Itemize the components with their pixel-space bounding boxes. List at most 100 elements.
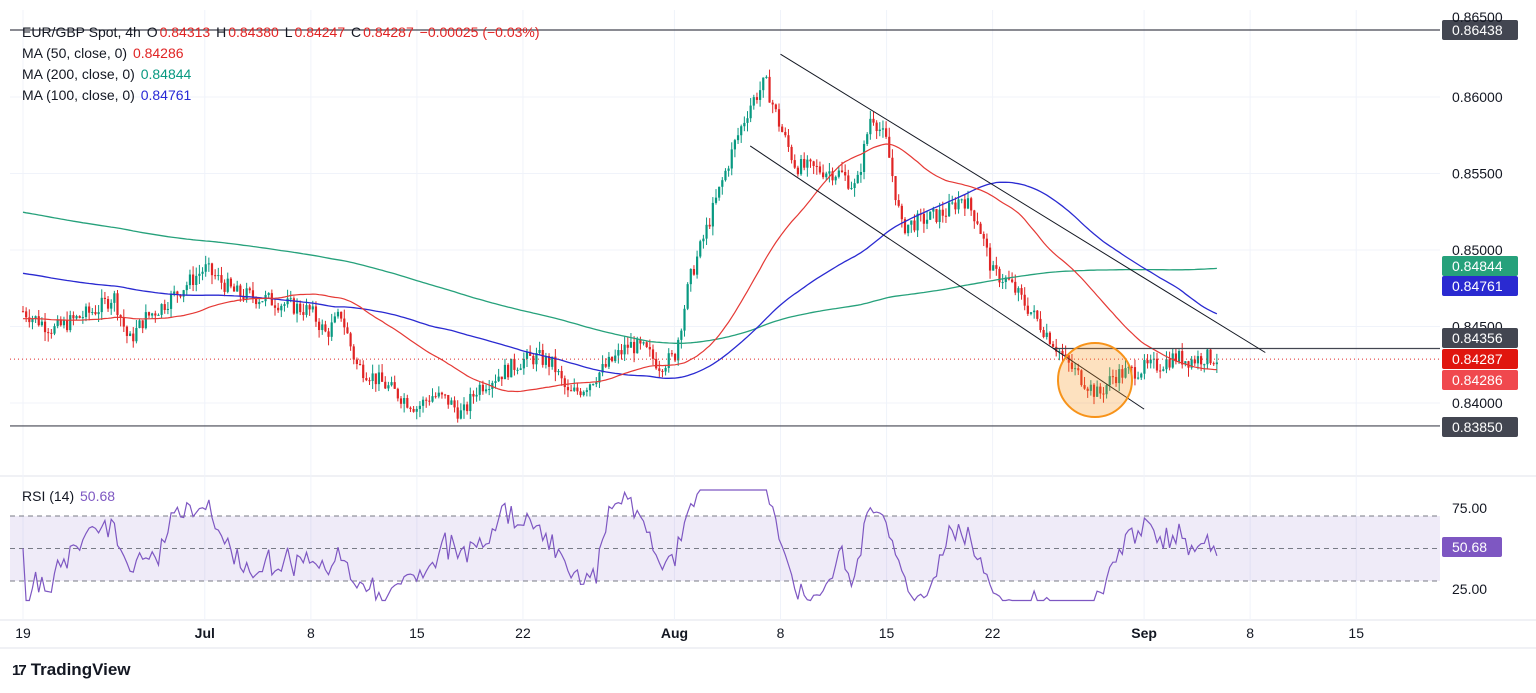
candle-body (1149, 359, 1152, 364)
price-label-box (1442, 276, 1518, 296)
candle-body (355, 359, 358, 365)
ohlc-close-label: C (351, 24, 362, 40)
candle-body (226, 278, 229, 292)
candle-body (1209, 349, 1212, 364)
candle-body (475, 394, 478, 397)
price-label-text: 0.84356 (1452, 330, 1503, 346)
candle-body (689, 269, 692, 285)
candle-body (881, 128, 885, 130)
candle-body (1004, 277, 1007, 283)
candle-body (324, 324, 327, 332)
time-tick-label: 22 (515, 625, 531, 641)
candle-body (396, 388, 399, 399)
time-tick-label: 8 (307, 625, 315, 641)
candle-body (346, 327, 349, 334)
candle-body (78, 316, 81, 318)
candle-body (563, 378, 566, 388)
candle-body (661, 370, 664, 372)
candle-body (749, 105, 752, 119)
candle-body (1017, 288, 1020, 293)
candle-body (541, 349, 544, 365)
candle-body (494, 381, 497, 383)
price-tick-label: 0.85000 (1452, 242, 1503, 258)
tradingview-logo[interactable]: 17 TradingView (12, 660, 131, 680)
candle-body (510, 358, 513, 378)
candle-body (1187, 361, 1190, 368)
candle-body (113, 293, 116, 303)
price-label-box (1442, 328, 1518, 348)
candle-body (573, 387, 576, 391)
tradingview-logo-icon: 17 (12, 661, 27, 679)
candle-body (699, 241, 702, 257)
candle-body (456, 407, 459, 419)
candle-body (1162, 369, 1165, 371)
candle-body (81, 317, 84, 319)
candle-body (415, 408, 418, 412)
candle-body (916, 213, 919, 231)
candle-body (362, 364, 365, 379)
candle-body (56, 319, 59, 327)
ma50-value: 0.84286 (132, 45, 184, 61)
candle-body (302, 312, 305, 315)
candle-body (1184, 361, 1187, 365)
legend-ma50-row: MA (50, close, 0) 0.84286 (22, 43, 186, 63)
candle-body (636, 339, 639, 354)
candle-body (31, 318, 34, 323)
candle-body (982, 233, 985, 239)
candle-body (960, 199, 963, 201)
candle-body (198, 273, 201, 276)
candle-body (954, 202, 957, 210)
candle-body (459, 410, 462, 419)
candle-body (384, 381, 387, 389)
candle-body (179, 294, 182, 297)
candle-body (43, 321, 47, 333)
candle-body (66, 319, 69, 331)
candle-body (62, 319, 66, 326)
candle-body (897, 200, 900, 206)
candle-body (1023, 294, 1026, 306)
candle-body (286, 298, 289, 305)
candle-body (576, 387, 579, 392)
candle-body (746, 118, 749, 123)
candle-body (560, 370, 563, 379)
price-label-box (1442, 417, 1518, 437)
candle-body (1127, 366, 1130, 369)
candle-body (242, 295, 245, 300)
candle-body (428, 400, 431, 402)
ma50-label: MA (50, close, 0) (22, 45, 128, 61)
candle-body (727, 168, 730, 171)
candle-body (925, 219, 929, 224)
candle-body (1114, 376, 1118, 384)
ohlc-open-label: O (146, 24, 158, 40)
candle-body (106, 299, 110, 309)
candle-body (1193, 359, 1196, 364)
candle-body (1033, 310, 1036, 313)
candle-body (806, 159, 809, 168)
price-tick-label: 0.84000 (1452, 395, 1503, 411)
candle-body (944, 215, 948, 217)
candle-body (831, 171, 834, 181)
candle-body (129, 333, 132, 336)
candle-body (1070, 362, 1074, 369)
candle-body (759, 90, 762, 100)
ma200-value: 0.84844 (140, 66, 192, 82)
candle-body (743, 122, 746, 127)
candle-body (840, 170, 844, 172)
candle-body (696, 256, 699, 275)
candle-body (529, 351, 532, 356)
candle-body (677, 339, 680, 361)
price-label-box (1442, 349, 1518, 369)
candle-body (702, 238, 705, 242)
candle-body (292, 298, 295, 314)
candle-body (1215, 362, 1218, 365)
candle-body (1203, 364, 1206, 366)
candle-body (75, 316, 78, 319)
candle-body (878, 129, 881, 132)
candle-body (182, 290, 185, 297)
candle-body (125, 326, 129, 336)
candle-body (1080, 370, 1083, 386)
candle-body (308, 305, 311, 310)
candle-body (774, 104, 777, 110)
candle-body (1190, 359, 1193, 368)
